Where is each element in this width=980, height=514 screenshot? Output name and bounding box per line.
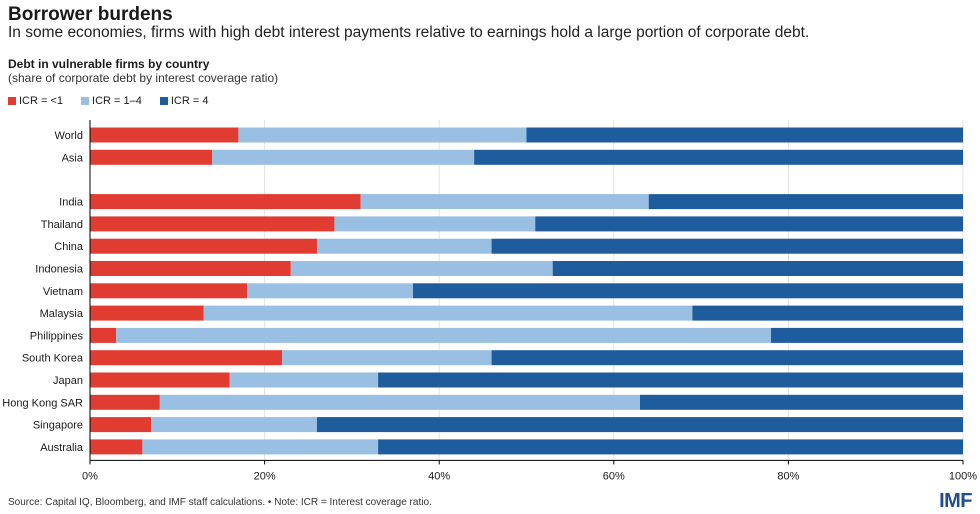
bar-segment bbox=[90, 394, 160, 410]
chart-title: Debt in vulnerable firms by country bbox=[8, 57, 210, 71]
x-tick-label: 80% bbox=[777, 470, 799, 482]
imf-logo: IMF bbox=[939, 490, 972, 512]
bar-segment bbox=[692, 305, 963, 321]
category-label: India bbox=[59, 197, 84, 209]
category-label: Vietnam bbox=[43, 286, 83, 298]
bar-segment bbox=[90, 216, 335, 232]
bar-segment bbox=[90, 350, 283, 366]
bar-segment bbox=[770, 327, 963, 343]
bar-segment bbox=[212, 149, 475, 165]
legend-item-icr-below-1: ICR = <1 bbox=[8, 95, 63, 107]
bar-segment bbox=[316, 238, 492, 254]
bar-segment bbox=[90, 417, 152, 433]
bar-segment bbox=[90, 283, 248, 299]
chart-subtitle: (share of corporate debt by interest cov… bbox=[8, 71, 279, 85]
bar-segment bbox=[360, 194, 649, 210]
bar-segment bbox=[90, 238, 317, 254]
category-label: Hong Kong SAR bbox=[2, 397, 83, 409]
bar-segment bbox=[90, 194, 361, 210]
x-tick-label: 60% bbox=[603, 470, 625, 482]
bar-segment bbox=[378, 372, 964, 388]
legend-swatch bbox=[159, 97, 168, 105]
bar-segment bbox=[282, 350, 492, 366]
bar-segment bbox=[491, 238, 963, 254]
legend-swatch bbox=[81, 97, 90, 105]
legend-swatch bbox=[8, 97, 16, 105]
bar-segment bbox=[552, 261, 963, 276]
bar-segment bbox=[316, 417, 964, 433]
bar-segment bbox=[290, 261, 553, 276]
category-label: Japan bbox=[53, 375, 83, 387]
category-label: Indonesia bbox=[35, 264, 84, 276]
x-tick-label: 40% bbox=[428, 470, 450, 482]
legend-item-icr-4: ICR = 4 bbox=[159, 95, 209, 107]
bar-segment bbox=[90, 127, 239, 143]
bar-segment bbox=[90, 305, 204, 321]
bar-segment bbox=[413, 283, 963, 299]
x-tick-label: 0% bbox=[82, 470, 98, 482]
bar-segment bbox=[474, 149, 963, 165]
legend-label: ICR = 4 bbox=[170, 95, 209, 107]
category-label: China bbox=[54, 241, 84, 253]
bar-segment bbox=[203, 305, 693, 321]
x-tick-label: 20% bbox=[254, 470, 276, 482]
bar-chart: World Asia India Thailand China Indonesia Viet… bbox=[2, 120, 977, 482]
bar-segment bbox=[159, 394, 640, 410]
bar-segment bbox=[247, 283, 414, 299]
bar-segment bbox=[90, 372, 230, 388]
legend-label: ICR = 1–4 bbox=[92, 95, 142, 107]
category-label: Singapore bbox=[33, 420, 83, 432]
bar-segment bbox=[334, 216, 536, 232]
bar-segment bbox=[151, 417, 317, 433]
bar-segment bbox=[526, 127, 963, 143]
legend-label: ICR = <1 bbox=[19, 95, 64, 107]
page-subtitle: In some economies, firms with high debt … bbox=[8, 24, 810, 41]
bar-segment bbox=[90, 439, 143, 455]
bar-segment bbox=[90, 261, 291, 276]
bar-segment bbox=[648, 194, 963, 210]
category-label: South Korea bbox=[22, 353, 84, 365]
x-tick-label: 100% bbox=[949, 470, 977, 482]
bar-segment bbox=[238, 127, 527, 143]
bar-segment bbox=[535, 216, 963, 232]
category-label: Asia bbox=[62, 152, 84, 164]
bar-segment bbox=[491, 350, 963, 366]
category-label: Malaysia bbox=[40, 308, 84, 320]
bar-segment bbox=[142, 439, 379, 455]
source-note: Source: Capital IQ, Bloomberg, and IMF s… bbox=[8, 497, 432, 508]
page-title: Borrower burdens bbox=[8, 4, 173, 25]
legend-item-icr-1-4: ICR = 1–4 bbox=[81, 95, 142, 107]
category-label: Thailand bbox=[41, 219, 83, 231]
bar-segment bbox=[90, 149, 213, 165]
bar-segment bbox=[639, 394, 963, 410]
bar-segment bbox=[229, 372, 379, 388]
category-label: Australia bbox=[40, 442, 84, 454]
category-label: World bbox=[54, 130, 83, 142]
chart-legend: ICR = <1 ICR = 1–4 ICR = 4 bbox=[8, 95, 208, 107]
bar-segment bbox=[378, 439, 964, 455]
bar-segment bbox=[90, 327, 117, 343]
bar-segment bbox=[116, 327, 771, 343]
category-label: Philippines bbox=[30, 330, 84, 342]
